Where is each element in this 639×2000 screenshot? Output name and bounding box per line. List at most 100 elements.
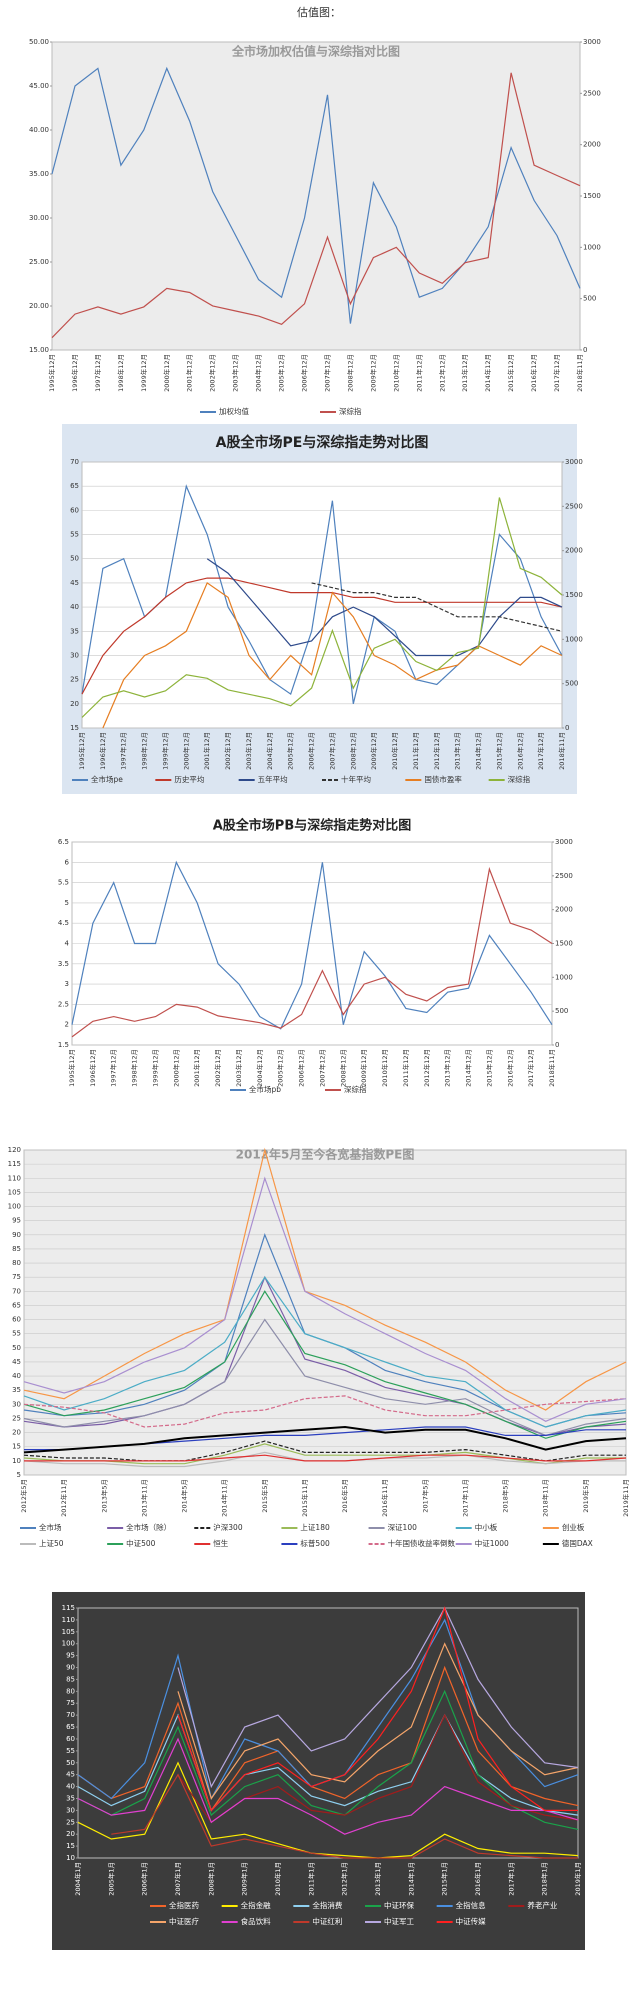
- x-tick-label: 2011年12月: [411, 732, 420, 770]
- y-tick-label: 3.5: [58, 960, 69, 968]
- x-tick-label: 2015年12月: [506, 354, 515, 392]
- x-tick-label: 2008年12月: [338, 1049, 347, 1087]
- x-tick-label: 2013年1月: [373, 1862, 382, 1896]
- series-line: [177, 1606, 578, 1812]
- y-tick-label: 65: [70, 482, 79, 490]
- y-tick-label: 90: [66, 1664, 75, 1672]
- x-tick-label: 2016年12月: [515, 732, 524, 770]
- x-tick-label: 2004年12月: [265, 732, 274, 770]
- y-tick-label: 6: [65, 858, 70, 866]
- series-line: [311, 582, 563, 632]
- y-tick-label: 40: [70, 603, 79, 611]
- plot-area: [77, 1607, 579, 1859]
- x-tick-label: 2012年1月: [340, 1862, 349, 1896]
- y2-tick-label: 1500: [565, 591, 583, 599]
- x-tick-label: 2009年1月: [240, 1862, 249, 1896]
- x-tick-label: 1996年12月: [98, 732, 107, 770]
- y-tick-label: 35: [66, 1794, 75, 1802]
- series-line: [51, 66, 581, 324]
- x-tick-label: 2014年12月: [464, 1049, 473, 1087]
- y-tick-label: 4.5: [58, 919, 69, 927]
- y-tick-label: 45: [12, 1358, 21, 1366]
- series-line: [77, 1665, 579, 1812]
- x-tick-label: 2011年1月: [306, 1862, 315, 1896]
- x-tick-label: 2011年12月: [401, 1049, 410, 1087]
- x-tick-label: 2018年1月: [540, 1862, 549, 1896]
- legend-label: 深综指: [508, 774, 531, 784]
- legend-label: 历史平均: [174, 774, 204, 784]
- y-tick-label: 15.00: [29, 346, 49, 354]
- x-tick-label: 2017年12月: [536, 732, 545, 770]
- x-tick-label: 2018年11月: [557, 732, 566, 770]
- y2-tick-label: 0: [555, 1041, 559, 1049]
- y-tick-label: 5: [17, 1471, 21, 1479]
- series-line: [177, 1642, 579, 1800]
- x-tick-label: 1995年12月: [67, 1049, 76, 1087]
- x-tick-label: 2017年1月: [506, 1862, 515, 1896]
- x-tick-label: 2013年12月: [443, 1049, 452, 1087]
- legend-label: 深证100: [388, 1523, 418, 1532]
- y-tick-label: 80: [66, 1687, 75, 1695]
- legend-label: 十年国债收益率倒数: [388, 1538, 456, 1548]
- series-line: [77, 1713, 579, 1816]
- series-line: [24, 1454, 627, 1462]
- y-tick-label: 60: [12, 1316, 21, 1324]
- x-tick-label: 2004年1月: [73, 1862, 82, 1896]
- series-line: [102, 581, 563, 729]
- y-tick-label: 85: [12, 1245, 21, 1253]
- y2-tick-label: 1000: [583, 243, 601, 251]
- legend-label: 全市场: [39, 1522, 62, 1532]
- y2-tick-label: 2000: [565, 547, 583, 555]
- y-tick-label: 70: [12, 1287, 21, 1295]
- x-tick-label: 2007年12月: [327, 732, 336, 770]
- y-tick-label: 50.00: [29, 38, 49, 46]
- y-tick-label: 60: [70, 506, 79, 514]
- series-line: [51, 72, 581, 339]
- y-tick-label: 45.00: [29, 82, 49, 90]
- x-tick-label: 2001年12月: [185, 354, 194, 392]
- x-tick-label: 2019年5月: [581, 1479, 590, 1513]
- y2-tick-label: 3000: [583, 38, 601, 46]
- legend-label: 沪深300: [213, 1522, 243, 1532]
- legend-label: 全指金融: [241, 1900, 271, 1910]
- y-tick-label: 20: [66, 1830, 75, 1838]
- x-tick-label: 2012年12月: [437, 354, 446, 392]
- y2-tick-label: 1000: [565, 635, 583, 643]
- y-tick-label: 115: [62, 1604, 75, 1612]
- y-tick-label: 15: [66, 1842, 75, 1850]
- y-tick-label: 4: [65, 940, 70, 948]
- y2-tick-label: 1500: [583, 192, 601, 200]
- legend-label: 上证50: [39, 1539, 64, 1548]
- legend-label: 深综指: [344, 1084, 367, 1094]
- y-tick-label: 35.00: [29, 170, 49, 178]
- y-tick-label: 45: [66, 1771, 75, 1779]
- x-tick-label: 2001年12月: [192, 1049, 201, 1087]
- y-tick-label: 20: [70, 700, 79, 708]
- y-tick-label: 70: [70, 458, 79, 466]
- y-tick-label: 20: [12, 1429, 21, 1437]
- y2-tick-label: 0: [583, 346, 587, 354]
- y2-tick-label: 2500: [565, 502, 583, 510]
- y-tick-label: 105: [62, 1628, 75, 1636]
- x-tick-label: 2000年12月: [162, 354, 171, 392]
- y-tick-label: 50: [70, 555, 79, 563]
- legend-label: 养老产业: [527, 1900, 557, 1910]
- x-tick-label: 1999年12月: [160, 732, 169, 770]
- x-tick-label: 2018年11月: [575, 354, 584, 392]
- legend-label: 加权均值: [219, 406, 249, 416]
- y-tick-label: 120: [8, 1146, 21, 1154]
- y-tick-label: 30: [12, 1400, 21, 1408]
- legend-label: 创业板: [562, 1522, 585, 1532]
- y-tick-label: 95: [66, 1652, 75, 1660]
- y-tick-label: 25: [12, 1414, 21, 1422]
- legend-label: 全市场pb: [249, 1084, 281, 1094]
- x-tick-label: 1999年12月: [150, 1049, 159, 1087]
- x-tick-label: 2010年1月: [273, 1862, 282, 1896]
- x-tick-label: 2003年12月: [231, 354, 240, 392]
- x-tick-label: 2014年5月: [180, 1479, 189, 1513]
- series-line: [23, 1425, 627, 1454]
- x-tick-label: 2005年12月: [286, 732, 295, 770]
- x-tick-label: 1995年12月: [77, 732, 86, 770]
- legend-label: 中证军工: [384, 1916, 414, 1926]
- x-tick-label: 2017年11月: [460, 1479, 469, 1517]
